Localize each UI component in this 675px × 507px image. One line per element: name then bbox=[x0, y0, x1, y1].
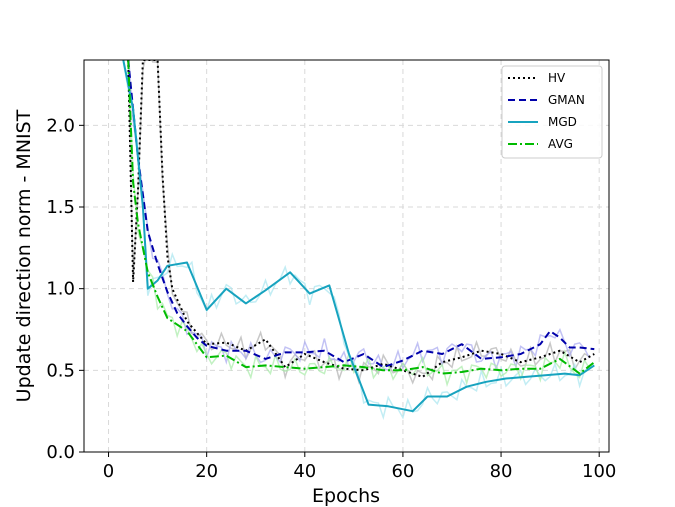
series-line-hv bbox=[127, 60, 595, 378]
y-tick-label: 1.5 bbox=[46, 197, 75, 218]
legend-label-hv: HV bbox=[548, 71, 566, 85]
legend-label-avg: AVG bbox=[548, 137, 573, 151]
x-tick-label: 40 bbox=[293, 461, 316, 482]
y-tick-label: 0.0 bbox=[46, 442, 75, 463]
plot-frame bbox=[83, 59, 610, 453]
series-lines bbox=[122, 60, 595, 413]
legend-box bbox=[501, 65, 603, 159]
legend-label-gman: GMAN bbox=[548, 93, 585, 107]
legend: HV GMAN MGD AVG bbox=[501, 65, 603, 159]
y-tick-label: 0.5 bbox=[46, 360, 75, 381]
raw-trace-avg bbox=[127, 60, 591, 388]
raw-trace-mgd bbox=[122, 61, 590, 421]
y-tick-label: 1.0 bbox=[46, 279, 75, 300]
x-tick-label: 0 bbox=[103, 461, 114, 482]
series-line-gman bbox=[127, 60, 595, 369]
x-axis-label: Epochs bbox=[312, 485, 380, 507]
legend-label-mgd: MGD bbox=[548, 115, 577, 129]
x-tick-label: 100 bbox=[582, 461, 616, 482]
series-line-mgd bbox=[122, 60, 595, 413]
axis-ticks: 0 20 40 60 80 100 0.0 0.5 1.0 1.5 2.0 bbox=[46, 115, 616, 482]
x-tick-label: 80 bbox=[490, 461, 513, 482]
x-tick-label: 20 bbox=[195, 461, 218, 482]
y-axis-label: Update direction norm - MNIST bbox=[13, 109, 35, 402]
y-tick-label: 2.0 bbox=[46, 115, 75, 136]
x-tick-label: 60 bbox=[391, 461, 414, 482]
